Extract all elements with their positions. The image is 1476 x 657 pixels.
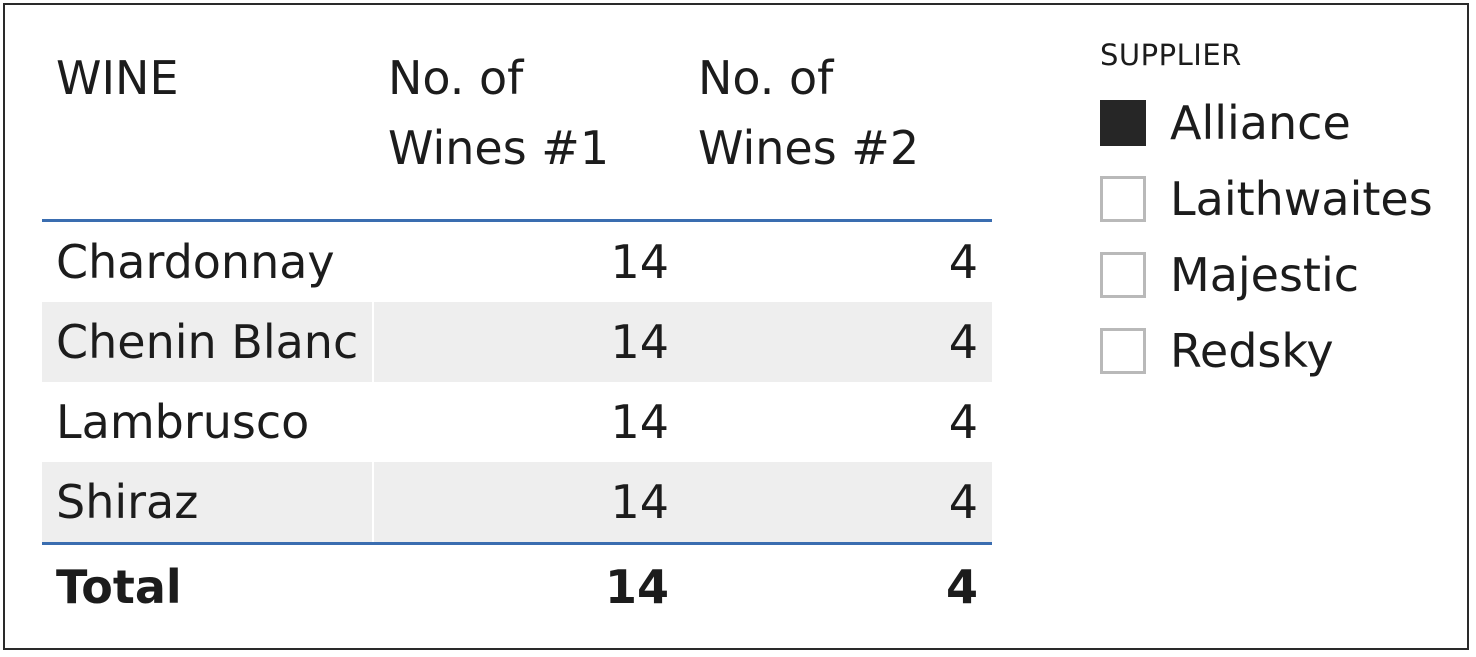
cell-wine: Shiraz xyxy=(56,475,199,529)
header-wines-1[interactable]: No. of Wines #1 xyxy=(388,43,648,183)
checkbox[interactable] xyxy=(1100,252,1146,298)
cell-wine: Lambrusco xyxy=(56,395,310,449)
cell-wines-2: 4 xyxy=(948,235,978,289)
table-header: WINE No. of Wines #1 No. of Wines #2 xyxy=(42,5,992,222)
header-wines-2-line1: No. of xyxy=(698,51,834,105)
wine-table[interactable]: WINE No. of Wines #1 No. of Wines #2 Chard… xyxy=(42,5,992,629)
slicer-option-redsky[interactable]: Redsky xyxy=(1097,313,1457,389)
table-row[interactable]: Shiraz 14 4 xyxy=(42,462,992,542)
table-row[interactable]: Chenin Blanc 14 4 xyxy=(42,302,992,382)
table-total-row[interactable]: Total 14 4 xyxy=(42,542,992,629)
total-label: Total xyxy=(56,560,182,614)
header-wines-2[interactable]: No. of Wines #2 xyxy=(698,43,958,183)
header-wines-1-line2: Wines #1 xyxy=(388,121,610,175)
cell-wines-2: 4 xyxy=(948,395,978,449)
cell-wines-1: 14 xyxy=(610,235,669,289)
total-wines-1: 14 xyxy=(604,560,669,614)
table-row[interactable]: Chardonnay 14 4 xyxy=(42,222,992,302)
checkbox-checked[interactable] xyxy=(1100,100,1146,146)
table-row[interactable]: Lambrusco 14 4 xyxy=(42,382,992,462)
cell-wine: Chardonnay xyxy=(56,235,335,289)
column-divider xyxy=(372,382,374,462)
column-divider xyxy=(372,302,374,382)
checkbox[interactable] xyxy=(1100,176,1146,222)
cell-wines-1: 14 xyxy=(610,475,669,529)
slicer-option-alliance[interactable]: Alliance xyxy=(1097,85,1457,161)
cell-wines-1: 14 xyxy=(610,315,669,369)
supplier-slicer: SUPPLIER Alliance Laithwaites Majestic R… xyxy=(1097,35,1457,389)
slicer-option-laithwaites[interactable]: Laithwaites xyxy=(1097,161,1457,237)
slicer-option-majestic[interactable]: Majestic xyxy=(1097,237,1457,313)
checkbox[interactable] xyxy=(1100,328,1146,374)
cell-wines-2: 4 xyxy=(948,315,978,369)
slicer-option-label: Majestic xyxy=(1170,248,1360,302)
header-wines-1-line1: No. of xyxy=(388,51,524,105)
header-wines-2-line2: Wines #2 xyxy=(698,121,920,175)
slicer-title: SUPPLIER xyxy=(1100,38,1242,72)
report-canvas: WINE No. of Wines #1 No. of Wines #2 Chard… xyxy=(3,3,1469,650)
slicer-option-label: Laithwaites xyxy=(1170,172,1433,226)
cell-wines-2: 4 xyxy=(948,475,978,529)
slicer-option-label: Alliance xyxy=(1170,96,1351,150)
column-divider xyxy=(372,462,374,542)
cell-wines-1: 14 xyxy=(610,395,669,449)
header-wine[interactable]: WINE xyxy=(56,51,179,105)
cell-wine: Chenin Blanc xyxy=(56,315,359,369)
column-divider xyxy=(372,222,374,302)
total-wines-2: 4 xyxy=(945,560,978,614)
slicer-option-label: Redsky xyxy=(1170,324,1334,378)
